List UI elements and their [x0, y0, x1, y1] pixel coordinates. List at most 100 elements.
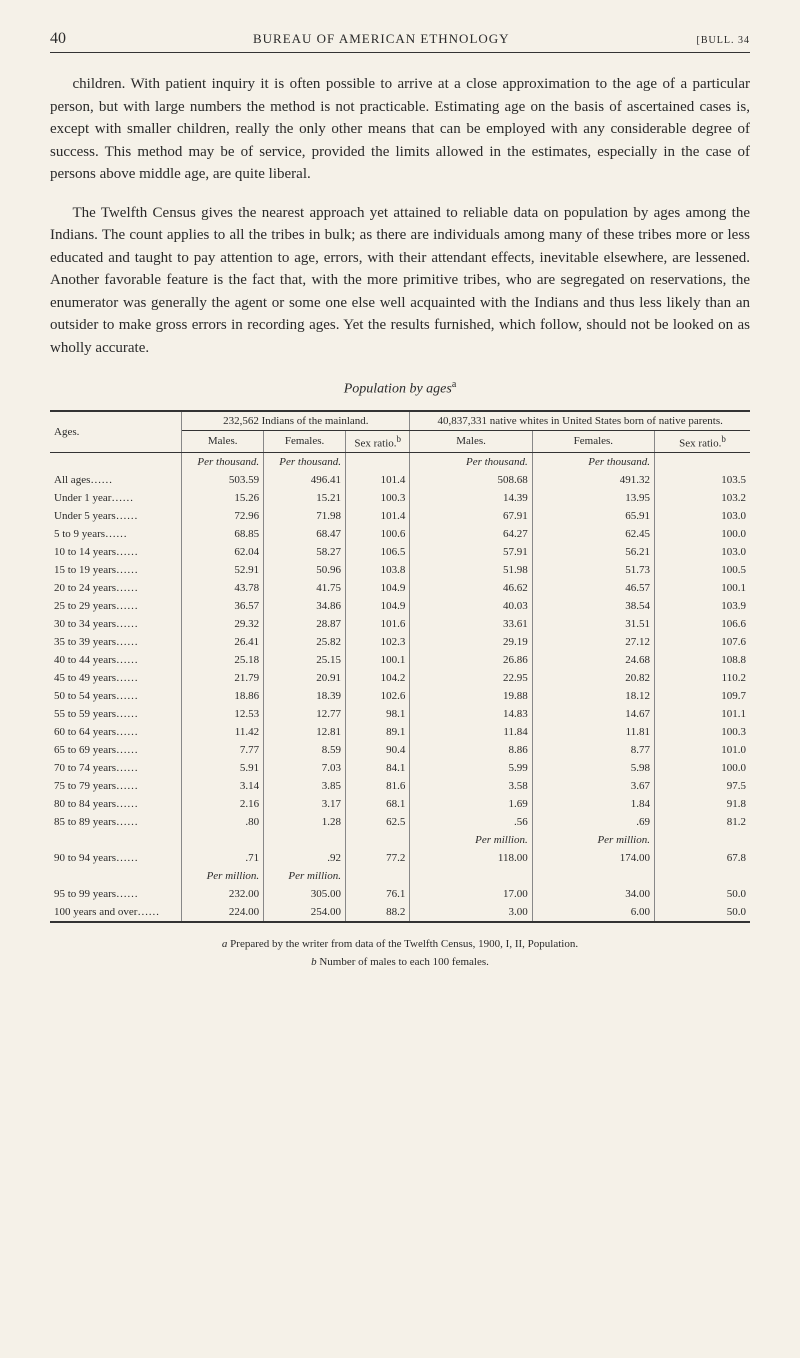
cell-r1: 101.4	[345, 507, 409, 525]
cell-m2: 26.86	[410, 651, 532, 669]
cell-f2: 1.84	[532, 795, 654, 813]
cell-f1: 50.96	[264, 561, 346, 579]
cell-r1: 100.6	[345, 525, 409, 543]
cell-m2: 22.95	[410, 669, 532, 687]
cell-m2: 3.00	[410, 903, 532, 922]
cell-r1: 101.4	[345, 471, 409, 489]
row-label: 55 to 59 years……	[50, 705, 182, 723]
caption-sup: a	[452, 379, 456, 390]
cell-f1: 3.85	[264, 777, 346, 795]
fn-a-letter: a	[222, 938, 230, 950]
row-label: 65 to 69 years……	[50, 741, 182, 759]
cell-f2: 27.12	[532, 633, 654, 651]
cell-m2: 1.69	[410, 795, 532, 813]
cell-f1: 28.87	[264, 615, 346, 633]
cell-r2: 109.7	[655, 687, 751, 705]
cell-r1: 104.2	[345, 669, 409, 687]
cell-f2: 491.32	[532, 471, 654, 489]
cell-m2: 11.84	[410, 723, 532, 741]
cell-m2: 19.88	[410, 687, 532, 705]
cell-m2: 40.03	[410, 597, 532, 615]
row-label: 85 to 89 years……	[50, 813, 182, 831]
th-whites: 40,837,331 native whites in United State…	[410, 411, 750, 431]
cell-m1: 25.18	[182, 651, 264, 669]
cell-r2: 91.8	[655, 795, 751, 813]
cell-r2: 100.0	[655, 759, 751, 777]
row-label: 25 to 29 years……	[50, 597, 182, 615]
cell-f1: 3.17	[264, 795, 346, 813]
th-ratio-2: Sex ratio.b	[655, 430, 751, 453]
th-females-1: Females.	[264, 430, 346, 453]
cell-f2: 6.00	[532, 903, 654, 922]
cell-r1: 106.5	[345, 543, 409, 561]
cell-f1: 305.00	[264, 885, 346, 903]
th-females-2: Females.	[532, 430, 654, 453]
th-ages: Ages.	[50, 411, 182, 453]
cell-f2: 65.91	[532, 507, 654, 525]
row-label: 15 to 19 years……	[50, 561, 182, 579]
row-label: 60 to 64 years……	[50, 723, 182, 741]
cell-f1: 58.27	[264, 543, 346, 561]
cell-r2: 81.2	[655, 813, 751, 831]
cell-m1: 2.16	[182, 795, 264, 813]
cell-m2: 29.19	[410, 633, 532, 651]
row-label: 5 to 9 years……	[50, 525, 182, 543]
row-label: 70 to 74 years……	[50, 759, 182, 777]
cell-f2: 56.21	[532, 543, 654, 561]
th-males-2: Males.	[410, 430, 532, 453]
ratio-label-2: Sex ratio.	[679, 437, 721, 449]
row-label: 75 to 79 years……	[50, 777, 182, 795]
cell-r2: 108.8	[655, 651, 751, 669]
paragraph-2: The Twelfth Census gives the nearest app…	[50, 202, 750, 360]
cell-m1: 3.14	[182, 777, 264, 795]
per-million-m2: Per million.	[410, 831, 532, 849]
cell-f2: 8.77	[532, 741, 654, 759]
cell-r2: 101.1	[655, 705, 751, 723]
unit-f2: Per thousand.	[532, 453, 654, 472]
cell-f2: 51.73	[532, 561, 654, 579]
row-label: 45 to 49 years……	[50, 669, 182, 687]
cell-f1: 15.21	[264, 489, 346, 507]
cell-f1: 496.41	[264, 471, 346, 489]
cell-m2: 5.99	[410, 759, 532, 777]
cell-f1: 25.15	[264, 651, 346, 669]
row-label: 35 to 39 years……	[50, 633, 182, 651]
cell-r1: 102.6	[345, 687, 409, 705]
population-table: Ages. 232,562 Indians of the mainland. 4…	[50, 410, 750, 924]
cell-r1: 89.1	[345, 723, 409, 741]
paragraph-1: children. With patient inquiry it is oft…	[50, 73, 750, 186]
cell-m1: .80	[182, 813, 264, 831]
cell-r2: 67.8	[655, 849, 751, 867]
row-label: 20 to 24 years……	[50, 579, 182, 597]
table-caption: Population by agesa	[50, 379, 750, 398]
cell-r2: 100.5	[655, 561, 751, 579]
cell-r2: 100.1	[655, 579, 751, 597]
cell-m2: 64.27	[410, 525, 532, 543]
row-label: Under 5 years……	[50, 507, 182, 525]
cell-m2: 14.83	[410, 705, 532, 723]
cell-r2: 50.0	[655, 903, 751, 922]
cell-r2: 100.3	[655, 723, 751, 741]
cell-r1: 90.4	[345, 741, 409, 759]
cell-f1: 7.03	[264, 759, 346, 777]
cell-f1: 1.28	[264, 813, 346, 831]
ratio-sup-1: b	[397, 434, 402, 444]
cell-f2: 11.81	[532, 723, 654, 741]
cell-f2: 31.51	[532, 615, 654, 633]
cell-m1: 11.42	[182, 723, 264, 741]
cell-f2: 14.67	[532, 705, 654, 723]
cell-r2: 103.2	[655, 489, 751, 507]
cell-m1: 5.91	[182, 759, 264, 777]
cell-r2: 100.0	[655, 525, 751, 543]
cell-m2: 67.91	[410, 507, 532, 525]
cell-f2: 46.57	[532, 579, 654, 597]
cell-m2: 51.98	[410, 561, 532, 579]
cell-m1: 12.53	[182, 705, 264, 723]
cell-f2: 3.67	[532, 777, 654, 795]
cell-f1: 12.81	[264, 723, 346, 741]
footnote-b: Number of males to each 100 females.	[319, 956, 489, 968]
cell-r1: 103.8	[345, 561, 409, 579]
cell-r1: 104.9	[345, 579, 409, 597]
cell-m2: 46.62	[410, 579, 532, 597]
cell-r2: 106.6	[655, 615, 751, 633]
